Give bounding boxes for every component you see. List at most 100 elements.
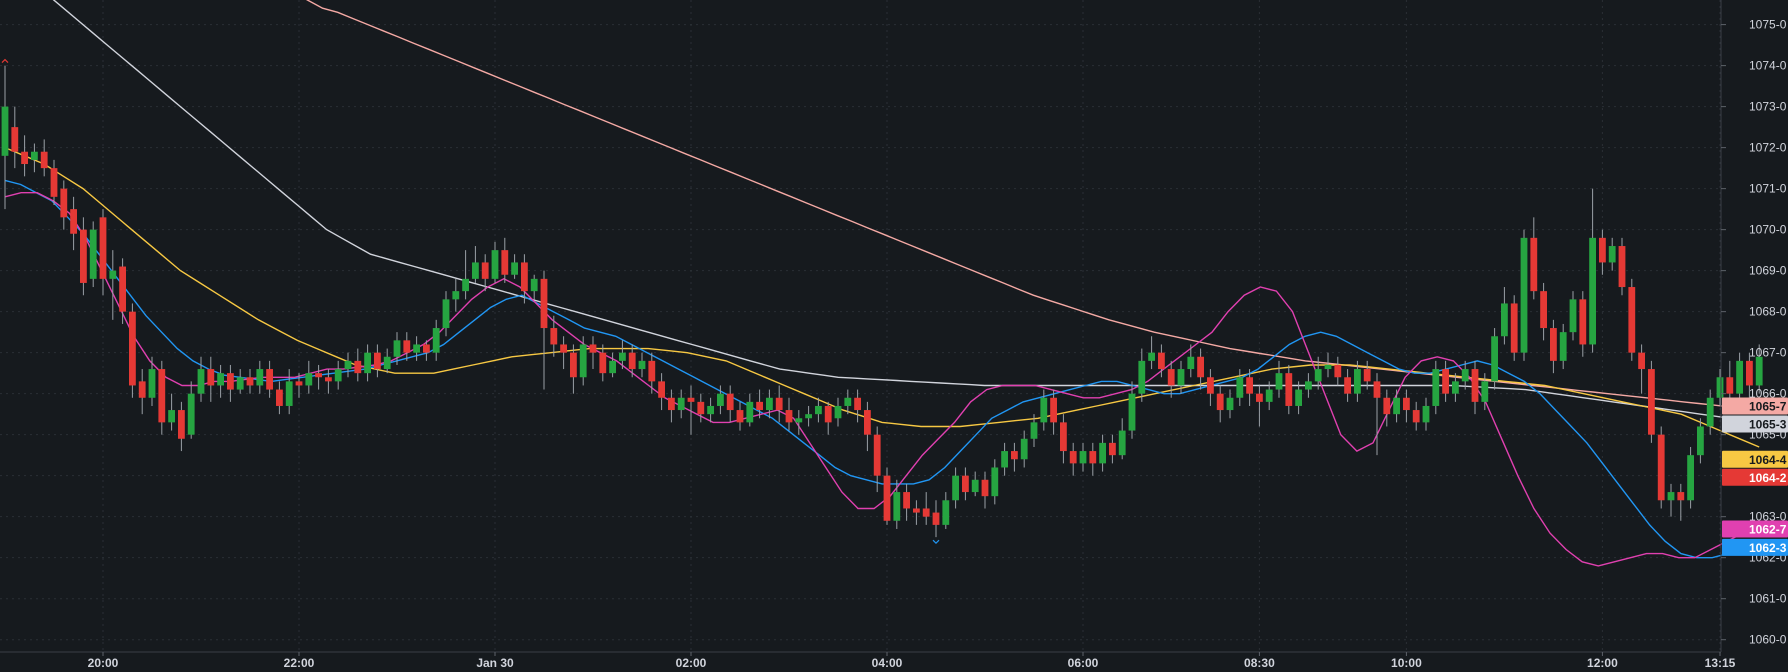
candle: [1638, 344, 1645, 394]
candle-body: [442, 299, 450, 329]
candle-body: [393, 340, 401, 357]
time-tick-label: 02:00: [676, 656, 707, 670]
candle: [883, 467, 891, 525]
candle-body: [540, 278, 548, 329]
candle-body: [1412, 410, 1420, 423]
candle: [119, 258, 126, 324]
candle: [1559, 323, 1567, 370]
candle: [158, 360, 166, 435]
candle: [1079, 442, 1087, 472]
candle: [962, 467, 969, 501]
candle-body: [383, 356, 391, 370]
candle: [1148, 336, 1155, 370]
time-tick-label: 08:30: [1244, 656, 1275, 670]
candle-body: [1432, 369, 1440, 406]
candle: [697, 393, 705, 423]
candle: [1442, 360, 1449, 402]
candle-body: [138, 381, 146, 398]
candle-body: [560, 344, 567, 353]
candle-body: [628, 352, 636, 370]
candle-body: [462, 278, 469, 292]
candle-body: [60, 188, 68, 218]
price-tag-label: 1065-7: [1749, 399, 1787, 413]
candle: [1118, 418, 1126, 460]
candle: [746, 393, 754, 427]
candle: [1393, 389, 1400, 423]
candle-body: [619, 352, 626, 361]
candle: [383, 348, 391, 374]
candle-body: [962, 475, 969, 493]
candle-body: [736, 410, 744, 423]
candle: [1520, 229, 1528, 361]
candle: [903, 483, 910, 521]
candle: [481, 254, 489, 292]
candle-body: [579, 344, 587, 378]
candle-body: [31, 151, 38, 160]
price-tag: 1064-2: [1722, 468, 1788, 486]
candle-body: [1128, 393, 1136, 431]
candle-body: [824, 405, 832, 423]
candle: [609, 352, 616, 378]
time-axis[interactable]: 20:00 22:00 Jan 30 02:00 04:00 06:00 08:30 10:0…: [0, 651, 1736, 670]
candle-body: [1, 106, 9, 156]
candle-body: [1069, 451, 1077, 464]
candle-body: [599, 352, 607, 374]
candle-body: [472, 262, 479, 279]
candle-body: [413, 344, 420, 353]
candle-body: [148, 369, 156, 398]
candle: [726, 385, 734, 423]
candle-body: [1314, 369, 1322, 382]
candle-body: [1079, 451, 1087, 464]
candle: [1716, 369, 1724, 406]
candle-body: [697, 401, 705, 415]
candle: [501, 237, 509, 283]
candle-body: [374, 352, 381, 370]
candle-body: [726, 393, 734, 411]
candle-body: [1373, 381, 1381, 398]
candle: [207, 356, 215, 402]
price-tick-label: 1075-0: [1749, 18, 1787, 32]
candle-body: [1726, 377, 1734, 394]
candle-body: [21, 151, 28, 165]
candle-body: [1246, 377, 1253, 394]
candle: [1697, 418, 1704, 464]
candle: [276, 381, 283, 415]
candle: [1471, 360, 1479, 415]
candle-body: [1354, 369, 1361, 394]
candle-body: [1491, 336, 1498, 382]
price-tag-label: 1064-2: [1749, 471, 1787, 485]
candle-body: [1158, 352, 1165, 370]
candle: [31, 143, 38, 173]
candle-body: [1167, 369, 1175, 386]
candle-body: [99, 217, 107, 279]
candle: [295, 373, 303, 398]
candle: [1599, 229, 1606, 275]
candle: [1667, 483, 1675, 517]
candle-body: [1667, 492, 1675, 501]
candle-body: [1295, 389, 1302, 406]
candle: [942, 492, 950, 529]
candle: [932, 500, 940, 538]
candle-body: [1599, 237, 1606, 263]
time-tick-label: 22:00: [284, 656, 315, 670]
candle: [1452, 373, 1459, 402]
candle: [1461, 360, 1469, 390]
candle: [795, 410, 803, 435]
price-tag: 1062-7: [1722, 520, 1788, 538]
candle: [227, 364, 234, 402]
candle-body: [766, 397, 773, 411]
candle-body: [325, 377, 332, 382]
candle-body: [129, 311, 136, 386]
candle-body: [1216, 393, 1224, 411]
candle-body: [295, 381, 303, 386]
candle: [462, 250, 469, 300]
candle: [315, 364, 322, 390]
candle: [913, 500, 920, 525]
candle: [1657, 426, 1665, 509]
candle-body: [609, 360, 616, 374]
candle-body: [952, 475, 959, 501]
candle-body: [89, 229, 97, 279]
price-tick-label: 1061-0: [1749, 592, 1787, 606]
